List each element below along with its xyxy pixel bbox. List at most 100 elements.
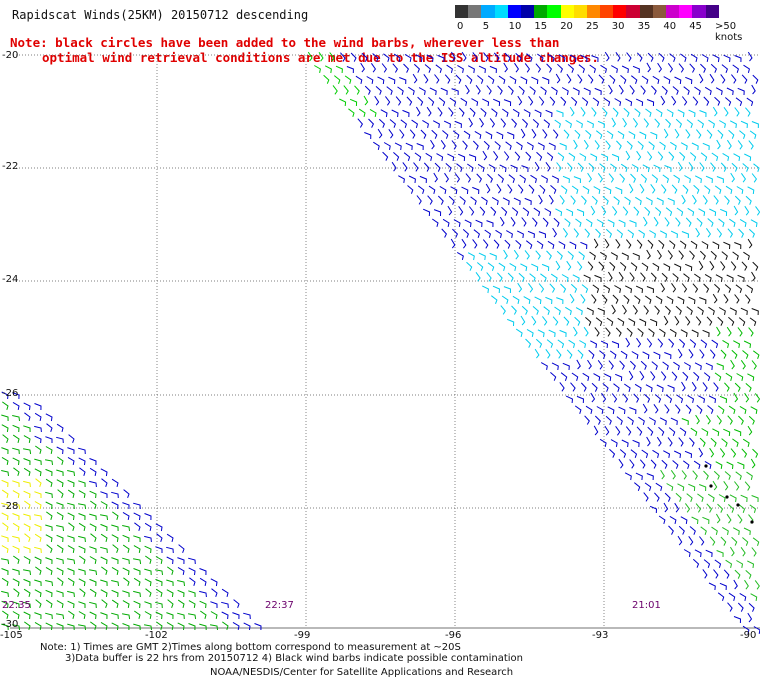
wind-barb xyxy=(463,130,471,140)
wind-barb xyxy=(724,195,730,205)
wind-barb xyxy=(497,174,504,183)
wind-barb xyxy=(581,97,589,106)
wind-barb xyxy=(587,261,594,271)
wind-barb xyxy=(527,283,534,293)
wind-barb xyxy=(12,503,21,510)
wind-barb xyxy=(482,239,489,249)
wind-barb xyxy=(404,53,412,63)
wind-barb xyxy=(450,186,458,195)
wind-barb xyxy=(733,340,741,348)
wind-barb xyxy=(622,206,629,216)
wind-barb xyxy=(660,469,665,480)
wind-barb xyxy=(635,472,643,481)
wind-barb xyxy=(583,87,591,96)
wind-barb xyxy=(704,86,712,96)
wind-barb xyxy=(364,132,372,140)
wind-barb xyxy=(155,556,163,565)
wind-barb xyxy=(523,296,531,304)
wind-barb xyxy=(620,163,628,173)
wind-barb xyxy=(1,424,9,432)
wind-barb xyxy=(415,106,421,117)
wind-barb xyxy=(111,580,119,587)
wind-barb xyxy=(475,219,483,228)
wind-barb xyxy=(462,229,469,238)
wind-barb xyxy=(472,186,480,195)
wind-barb xyxy=(754,580,760,590)
wind-barb xyxy=(655,295,663,305)
wind-barb xyxy=(34,546,42,554)
wind-barb xyxy=(591,107,597,117)
wind-barb xyxy=(711,152,719,162)
wind-barb xyxy=(556,297,564,305)
wind-barb xyxy=(642,351,650,360)
wind-barb xyxy=(600,153,609,162)
wind-barb xyxy=(89,611,97,620)
wind-barb xyxy=(468,117,474,128)
wind-barb xyxy=(638,229,645,239)
wind-barb xyxy=(659,230,667,239)
wind-barb xyxy=(669,328,677,338)
wind-barb xyxy=(540,273,547,282)
wind-barb xyxy=(12,401,20,411)
wind-barb xyxy=(667,63,674,73)
wind-barb xyxy=(565,395,574,404)
wind-barb xyxy=(744,294,751,304)
wind-barb xyxy=(640,173,647,183)
time-label-middle: 22:37 xyxy=(265,600,294,611)
wind-barb xyxy=(749,504,757,513)
wind-barb xyxy=(695,503,702,513)
legend-tick-label: 5 xyxy=(482,21,490,32)
wind-barb xyxy=(449,97,457,106)
wind-barb xyxy=(67,568,75,576)
wind-barb xyxy=(542,217,549,227)
wind-barb xyxy=(621,439,629,448)
wind-barb xyxy=(733,392,739,403)
wind-barb xyxy=(663,128,669,139)
wind-barb xyxy=(525,240,533,249)
wind-barb xyxy=(385,96,391,106)
wind-barb xyxy=(724,97,732,106)
wind-barb xyxy=(671,371,678,381)
wind-barb xyxy=(702,195,708,205)
wind-barb xyxy=(678,437,684,447)
wind-barb xyxy=(2,522,9,531)
legend-swatch xyxy=(507,5,521,18)
legend-color-bar xyxy=(455,5,719,18)
wind-barb xyxy=(511,118,518,128)
wind-barb xyxy=(731,349,738,359)
wind-barb xyxy=(479,206,486,216)
wind-barb xyxy=(720,74,726,84)
wind-barb xyxy=(639,318,647,327)
wind-barb xyxy=(656,197,664,206)
wind-barb xyxy=(723,241,731,250)
wind-barb xyxy=(177,557,185,565)
wind-barb xyxy=(693,371,700,381)
wind-barb xyxy=(709,349,716,359)
wind-barb xyxy=(681,194,686,205)
wind-barb xyxy=(68,434,75,443)
wind-barb xyxy=(740,307,748,316)
wind-barb xyxy=(12,578,20,587)
wind-barb xyxy=(527,230,535,239)
wind-barb xyxy=(563,316,570,326)
wind-barb xyxy=(665,207,673,216)
wind-barb xyxy=(709,73,715,84)
legend-tick-label: 10 xyxy=(508,21,522,32)
wind-barb xyxy=(67,502,75,510)
wind-barb xyxy=(617,130,625,140)
wind-barb xyxy=(752,261,759,271)
wind-barb xyxy=(702,142,710,151)
wind-barb xyxy=(469,107,476,117)
wind-barb xyxy=(692,96,699,106)
wind-barb xyxy=(708,582,716,591)
wind-barb xyxy=(503,99,512,107)
wind-barb xyxy=(732,527,740,535)
wind-barb xyxy=(710,437,717,447)
wind-barb xyxy=(604,51,610,62)
wind-barb xyxy=(646,436,651,447)
wind-barb xyxy=(657,62,663,73)
wind-barb xyxy=(57,577,64,586)
wind-barb xyxy=(393,53,401,63)
wind-barb xyxy=(747,612,753,623)
